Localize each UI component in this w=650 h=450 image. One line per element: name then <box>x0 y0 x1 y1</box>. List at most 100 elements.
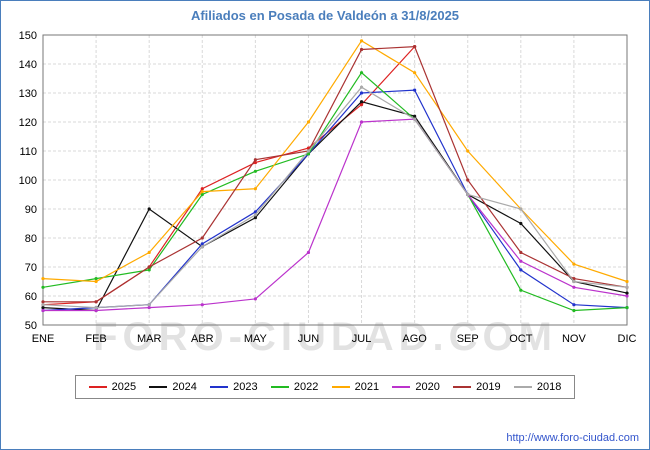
series-point-2020 <box>572 285 576 289</box>
series-point-2023 <box>572 303 576 307</box>
series-point-2024 <box>253 216 257 220</box>
series-point-2022 <box>147 268 151 272</box>
series-point-2021 <box>413 71 417 75</box>
y-tick-label: 100 <box>19 175 37 187</box>
legend-swatch <box>331 386 350 388</box>
x-tick-label: ENE <box>32 333 55 345</box>
series-point-2020 <box>519 259 523 263</box>
legend-label: 2020 <box>415 381 440 393</box>
series-point-2020 <box>200 303 204 307</box>
series-line-2022 <box>42 71 628 312</box>
series-point-2019 <box>413 45 417 49</box>
legend-item-2021: 2021 <box>331 381 380 393</box>
series-point-2020 <box>625 294 629 298</box>
series-point-2018 <box>359 85 364 89</box>
y-tick-label: 50 <box>25 320 37 332</box>
y-tick-label: 130 <box>19 88 37 100</box>
series-point-2018 <box>572 279 576 284</box>
series-point-2019 <box>253 158 257 162</box>
x-tick-label: NOV <box>562 333 587 345</box>
y-tick-label: 90 <box>25 204 37 216</box>
chart-svg: 50 60 70 80 90 100 110 120 130 140 150 ENE FEB MAR ABR… <box>19 30 637 345</box>
y-tick-label: 60 <box>25 291 37 303</box>
series-point-2024 <box>519 221 523 226</box>
series-line-2024 <box>42 101 628 312</box>
series-point-2021 <box>359 39 364 43</box>
x-tick-label: JUN <box>298 333 319 345</box>
series-point-2020 <box>94 308 98 313</box>
series-point-2019 <box>200 236 204 240</box>
series-point-2019 <box>94 300 98 304</box>
series-point-2019 <box>519 250 523 255</box>
series-point-2023 <box>253 210 257 214</box>
legend-swatch <box>453 386 472 388</box>
footer-url-link[interactable]: http://www.foro-ciudad.com <box>506 432 639 444</box>
series-point-2022 <box>253 169 257 173</box>
series-point-2022 <box>200 192 204 197</box>
series-point-2022 <box>41 285 45 289</box>
y-tick-label: 150 <box>19 30 37 42</box>
legend-item-2024: 2024 <box>149 381 197 393</box>
series-point-2020 <box>359 120 364 124</box>
legend-label: 2023 <box>233 381 258 393</box>
series-point-2018 <box>253 213 257 217</box>
series-point-2020 <box>147 306 151 310</box>
series-line-2018 <box>42 86 628 309</box>
legend-label: 2025 <box>111 381 137 393</box>
y-tick-label: 140 <box>19 59 37 71</box>
series-point-2018 <box>94 306 98 310</box>
series-point-2019 <box>466 178 470 182</box>
series-point-2018 <box>413 117 417 121</box>
series-point-2020 <box>306 250 311 255</box>
y-tick-label: 120 <box>19 117 37 129</box>
legend-label: 2021 <box>354 381 380 393</box>
chart-area: FORO-CIUDAD.COM 50 60 70 80 90 100 110 120 130 14… <box>7 27 643 359</box>
y-tick-label: 110 <box>19 146 37 158</box>
series-point-2025 <box>359 103 364 107</box>
y-tick-label: 80 <box>25 233 37 245</box>
series-point-2021 <box>147 250 151 255</box>
legend-swatch <box>88 386 107 388</box>
series-point-2025 <box>200 187 204 191</box>
x-tick-label: DIC <box>618 333 637 345</box>
series-line-2019 <box>43 45 628 303</box>
x-tick-label: AGO <box>402 333 427 345</box>
x-tick-label: JUL <box>352 333 372 345</box>
series-point-2021 <box>94 279 98 284</box>
series-point-2019 <box>359 47 364 52</box>
series-point-2018 <box>519 207 523 211</box>
legend-item-2022: 2022 <box>270 381 319 393</box>
series-point-2021 <box>572 262 576 266</box>
series-point-2023 <box>413 88 417 92</box>
series-point-2019 <box>147 265 151 269</box>
plot-border <box>42 34 628 326</box>
series-line-2023 <box>42 89 628 312</box>
series-point-2018 <box>625 285 629 289</box>
legend-label: 2018 <box>536 381 562 393</box>
legend: 2025 2024 2023 2022 2021 2020 2019 2018 <box>75 375 575 399</box>
legend-label: 2022 <box>293 381 319 393</box>
series-point-2022 <box>572 308 576 313</box>
series-point-2021 <box>253 187 257 191</box>
legend-label: 2019 <box>476 381 501 393</box>
legend-swatch <box>149 386 168 388</box>
series-line-2020 <box>43 118 628 312</box>
series-point-2024 <box>625 291 629 295</box>
series-point-2020 <box>41 308 45 313</box>
series-point-2022 <box>94 277 98 281</box>
series-point-2022 <box>359 71 364 75</box>
legend-swatch <box>513 386 532 388</box>
series-point-2018 <box>41 303 45 307</box>
legend-item-2025: 2025 <box>88 381 137 393</box>
series-point-2021 <box>466 149 470 153</box>
series-line-2025 <box>42 46 416 306</box>
series-point-2018 <box>147 303 151 307</box>
series-point-2023 <box>519 268 523 272</box>
x-tick-label: MAY <box>244 333 268 345</box>
series-point-2022 <box>519 288 523 292</box>
legend-item-2018: 2018 <box>513 381 562 393</box>
x-tick-label: MAR <box>137 333 162 345</box>
series-point-2022 <box>306 152 311 156</box>
chart-title: Afiliados en Posada de Valdeón a 31/8/20… <box>190 8 460 23</box>
series-point-2021 <box>200 190 204 194</box>
